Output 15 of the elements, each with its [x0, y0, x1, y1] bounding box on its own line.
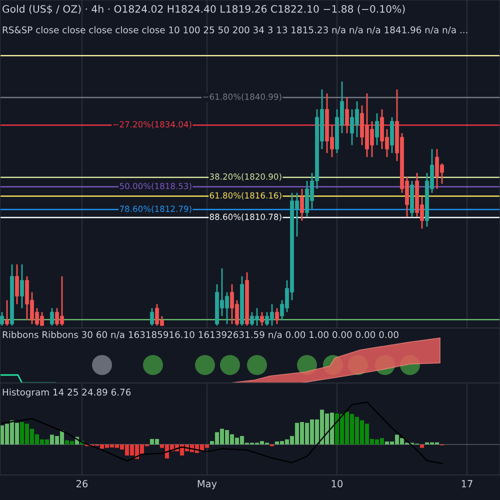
x-tick-label: 17 — [462, 480, 472, 488]
chart-title: Histogram 14 25 24.89 6.76 — [2, 388, 131, 398]
ref-line-label: 88.60%(1810.78) — [210, 214, 282, 221]
ref-line-label: 78.60%(1812.79) — [120, 206, 192, 213]
text: Ribbons Ribbons 30 60 n/a 163185916.10 161392631.59 n/a 0.00 1.00 0.00 0.00 0.00 — [2, 331, 398, 339]
chart-title: Gold (US$ / OZ) · 4h · O1824.02 H1824.40 L1819.26 C1822.10 −1.88 (−0.10%) — [2, 4, 405, 14]
x-tick-label: May — [198, 480, 217, 490]
ref-line-label: −27.20%(1834.04) — [113, 121, 192, 128]
ref-line-label: 38.20%(1820.90) — [210, 173, 282, 181]
text: RS&SP close close close close close 10 100 25 50 200 34 3 13 1815.23 n/a n/a n/a 1841.96 n/a n/a ... — [2, 26, 468, 34]
ref-line-label: 50.00%(1818.53) — [120, 182, 192, 190]
ref-line-label: 61.80%(1816.16) — [210, 192, 282, 200]
x-tick-label: 10 — [332, 480, 343, 488]
ref-line-label: −61.80%(1840.99) — [203, 93, 282, 101]
x-tick-label: 26 — [76, 480, 88, 488]
